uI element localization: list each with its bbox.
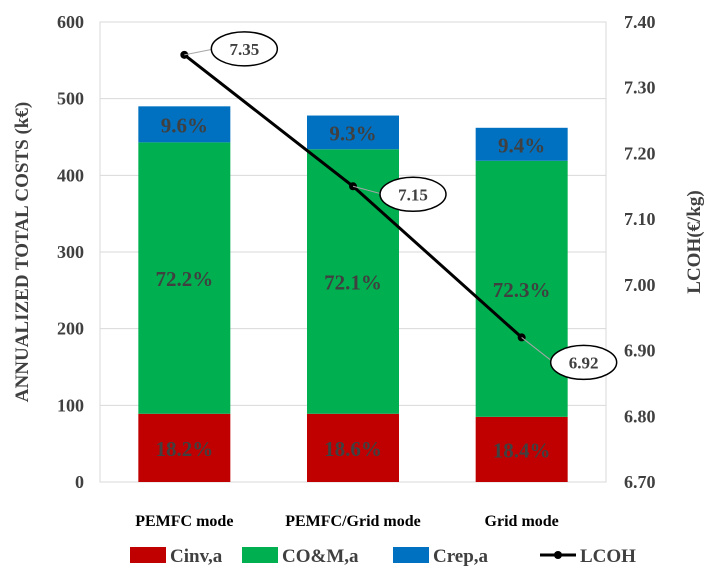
y2-tick-label: 7.00 (624, 275, 656, 295)
y2-tick-label: 6.70 (624, 472, 656, 492)
y2-tick-label: 6.80 (624, 406, 656, 426)
legend-label: Crep,a (433, 546, 489, 567)
category-label: PEMFC mode (135, 513, 233, 530)
callout-leader (352, 185, 384, 195)
lcoh-data-label: 6.92 (569, 353, 599, 372)
data-label: 18.6% (324, 437, 382, 461)
y2-tick-label: 7.10 (624, 209, 656, 229)
bar-segment (475, 416, 568, 482)
bars: 18.2% 72.2% 9.6% 18.6% 72.1% 9.3% 18.4% 72.3% 9.… (138, 106, 568, 482)
y-tick-label: 100 (57, 395, 84, 415)
data-label: 9.4% (498, 133, 545, 157)
legend-label: Cinv,a (170, 546, 223, 567)
callout-bubble (549, 344, 618, 381)
data-label: 18.4% (493, 438, 551, 462)
y2-tick-label: 7.40 (624, 12, 656, 32)
lcoh-line: 7.35 7.15 6.92 (180, 31, 618, 381)
bar-segment (138, 413, 231, 482)
legend: Cinv,a CO&M,a Crep,a LCOH (130, 546, 636, 567)
callout-bubble (379, 176, 447, 213)
legend-marker (554, 551, 562, 559)
data-label: 9.6% (161, 113, 208, 137)
callout-bubble (210, 31, 279, 67)
y-tick-label: 400 (57, 165, 84, 185)
legend-swatch (393, 547, 429, 563)
lcoh-data-label: 7.15 (398, 185, 428, 204)
y-tick-label: 300 (57, 242, 84, 262)
data-label: 72.3% (493, 278, 551, 302)
lcoh-data-label: 7.35 (229, 40, 259, 59)
bar-segment (138, 142, 231, 414)
legend-swatch (242, 547, 278, 563)
legend-swatch (130, 547, 166, 563)
y-tick-label: 0 (75, 472, 84, 492)
bar-segment (475, 160, 568, 417)
legend-label: CO&M,a (282, 546, 359, 567)
category-label: Grid mode (485, 513, 559, 530)
y2-tick-label: 6.90 (624, 341, 656, 361)
bar-segment (138, 106, 231, 143)
y2-axis-title: LCOH(€/kg) (684, 190, 705, 293)
bar-segment (307, 413, 399, 482)
callout-leader (521, 337, 554, 363)
callout-leader (184, 48, 215, 56)
bar-segment (475, 127, 568, 161)
data-label: 72.2% (155, 267, 213, 291)
category-label: PEMFC/Grid mode (285, 513, 421, 530)
bar-segment (307, 115, 399, 150)
y2-tick-label: 7.30 (624, 78, 656, 98)
axes: 0 100 200 300 400 500 600 6.70 6.80 6.90 7.00 7.10 7… (12, 12, 705, 530)
y-axis-title: ANNUALIZED TOTAL COSTS (k€) (12, 102, 33, 402)
data-label: 72.1% (324, 271, 382, 295)
y2-tick-label: 7.20 (624, 143, 656, 163)
data-label: 18.2% (155, 437, 213, 461)
y-tick-label: 600 (57, 12, 84, 32)
legend-label: LCOH (580, 546, 636, 567)
y-tick-label: 200 (57, 319, 84, 339)
data-label: 9.3% (329, 121, 376, 145)
y-tick-label: 500 (57, 89, 84, 109)
